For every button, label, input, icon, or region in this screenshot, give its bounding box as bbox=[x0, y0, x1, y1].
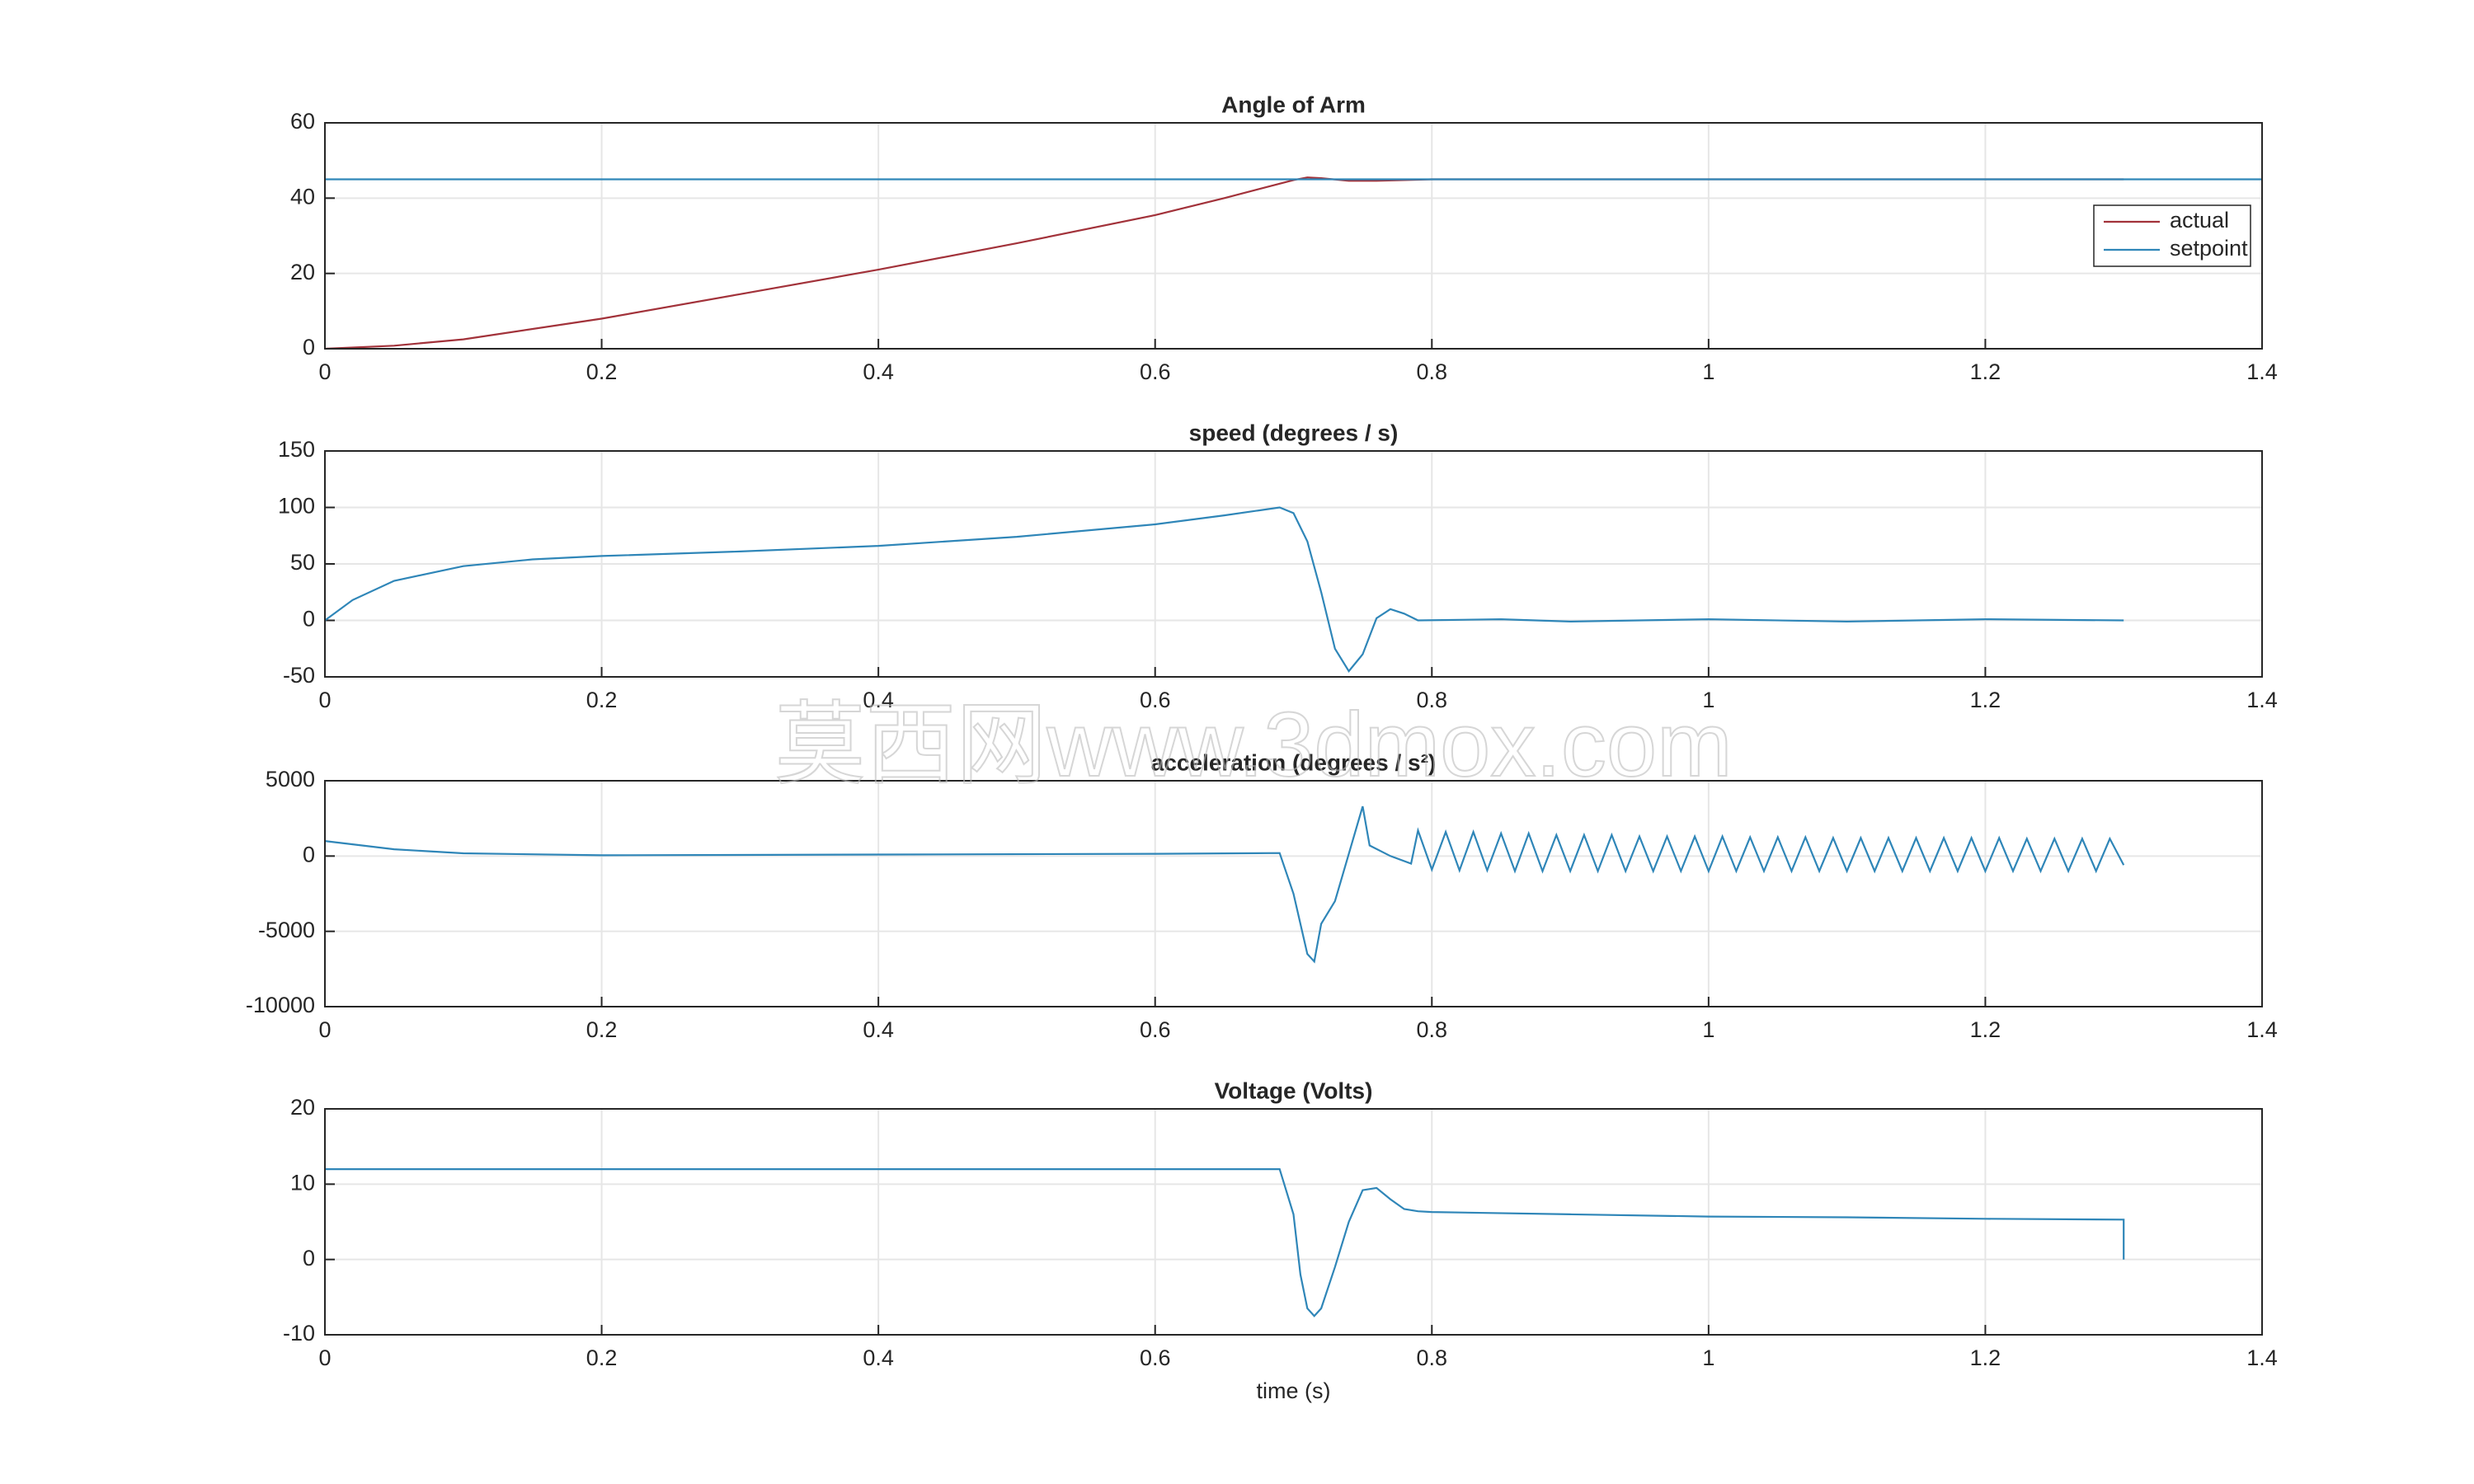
x-tick-label: 0 bbox=[318, 688, 331, 712]
x-tick-label: 0.8 bbox=[1417, 1345, 1448, 1370]
watermark: 莫西网www.3dmox.com bbox=[774, 694, 1732, 796]
y-tick-label: -5000 bbox=[258, 918, 315, 942]
x-tick-label: 0.4 bbox=[863, 359, 894, 384]
axes-frame bbox=[324, 450, 2263, 678]
x-tick-label: 0.8 bbox=[1417, 688, 1448, 712]
x-tick-label: 0.4 bbox=[863, 1017, 894, 1042]
x-tick-label: 1 bbox=[1702, 688, 1714, 712]
x-tick-label: 1.2 bbox=[1970, 359, 2001, 384]
x-tick-label: 0.4 bbox=[863, 1345, 894, 1370]
legend-label: actual bbox=[2170, 208, 2229, 232]
legend-label: setpoint bbox=[2170, 236, 2248, 261]
data-line bbox=[324, 176, 2124, 350]
axes-frame bbox=[324, 122, 2263, 350]
x-tick-label: 1.4 bbox=[2246, 359, 2278, 384]
x-tick-label: 0.6 bbox=[1140, 1345, 1171, 1370]
x-tick-label: 0.2 bbox=[586, 688, 618, 712]
y-tick-label: 60 bbox=[290, 109, 315, 134]
y-tick-label: -10000 bbox=[246, 993, 315, 1017]
y-tick-label: 20 bbox=[290, 260, 315, 284]
chart-title: acceleration (degrees / s²) bbox=[1151, 749, 1436, 775]
x-tick-label: 0.6 bbox=[1140, 359, 1171, 384]
chart-title: Angle of Arm bbox=[1221, 92, 1366, 117]
data-line bbox=[325, 1168, 2125, 1317]
y-tick-label: 150 bbox=[278, 437, 315, 462]
x-tick-label: 1.4 bbox=[2246, 1017, 2278, 1042]
x-tick-label: 0 bbox=[318, 1017, 331, 1042]
x-tick-label: 1.2 bbox=[1970, 688, 2001, 712]
x-tick-label: 0 bbox=[318, 1345, 331, 1370]
x-tick-label: 0 bbox=[318, 359, 331, 384]
x-tick-label: 0.2 bbox=[586, 1017, 618, 1042]
x-tick-label: 1 bbox=[1702, 359, 1714, 384]
x-tick-label: 0.2 bbox=[586, 359, 618, 384]
x-tick-label: 0.8 bbox=[1417, 359, 1448, 384]
data-line bbox=[324, 805, 2125, 964]
y-tick-label: 0 bbox=[303, 1246, 315, 1270]
y-tick-label: 40 bbox=[290, 184, 315, 209]
y-tick-label: 0 bbox=[303, 335, 315, 359]
x-tick-label: 1.2 bbox=[1970, 1345, 2001, 1370]
x-tick-label: 1.4 bbox=[2246, 688, 2278, 712]
x-tick-label: 0.8 bbox=[1417, 1017, 1448, 1042]
x-tick-label: 1 bbox=[1702, 1017, 1714, 1042]
x-tick-label: 0.4 bbox=[863, 688, 894, 712]
data-line bbox=[324, 506, 2124, 673]
y-tick-label: 50 bbox=[290, 550, 315, 575]
chart-title: Voltage (Volts) bbox=[1215, 1078, 1373, 1103]
chart-title: speed (degrees / s) bbox=[1189, 420, 1399, 445]
y-tick-label: 20 bbox=[290, 1095, 315, 1120]
legend-box bbox=[2093, 204, 2251, 267]
y-tick-label: 100 bbox=[278, 494, 315, 519]
y-tick-label: 5000 bbox=[266, 767, 315, 791]
axes-frame bbox=[324, 780, 2263, 1007]
y-tick-label: -10 bbox=[283, 1321, 315, 1345]
x-axis-label: time (s) bbox=[1257, 1378, 1331, 1403]
y-tick-label: 0 bbox=[303, 842, 315, 866]
x-tick-label: 1.4 bbox=[2246, 1345, 2278, 1370]
y-tick-label: -50 bbox=[283, 663, 315, 688]
x-tick-label: 0.6 bbox=[1140, 1017, 1171, 1042]
y-tick-label: 10 bbox=[290, 1170, 315, 1195]
y-tick-label: 0 bbox=[303, 607, 315, 632]
x-tick-label: 0.6 bbox=[1140, 688, 1171, 712]
x-tick-label: 1 bbox=[1702, 1345, 1714, 1370]
x-tick-label: 0.2 bbox=[586, 1345, 618, 1370]
axes-frame bbox=[324, 1108, 2263, 1336]
x-tick-label: 1.2 bbox=[1970, 1017, 2001, 1042]
